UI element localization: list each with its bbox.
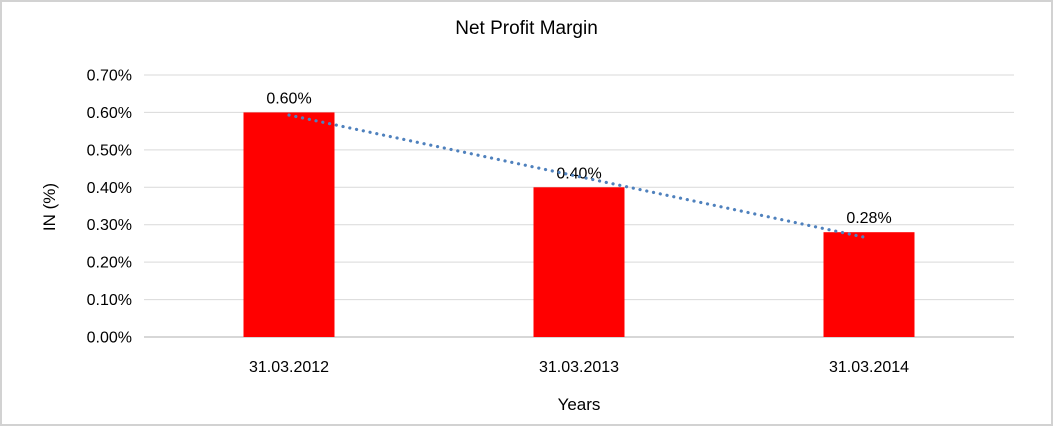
data-label: 0.40%	[556, 165, 601, 182]
y-tick-label: 0.10%	[87, 292, 132, 309]
y-tick-label: 0.30%	[87, 217, 132, 234]
bar[interactable]	[243, 112, 335, 337]
y-tick-label: 0.40%	[87, 180, 132, 197]
y-tick-label: 0.20%	[87, 255, 132, 272]
y-tick-label: 0.00%	[87, 330, 132, 347]
y-tick-label: 0.70%	[87, 68, 132, 85]
y-tick-label: 0.50%	[87, 142, 132, 159]
y-tick-label: 0.60%	[87, 105, 132, 122]
x-axis-title: Years	[557, 395, 601, 414]
data-label: 0.60%	[266, 90, 311, 107]
data-label: 0.28%	[846, 210, 891, 227]
bar[interactable]	[823, 232, 915, 337]
bar[interactable]	[533, 187, 625, 337]
x-category-label: 31.03.2013	[539, 359, 619, 376]
chart-title[interactable]: Net Profit Margin	[455, 18, 598, 39]
trendline[interactable]	[287, 113, 871, 240]
x-category-label: 31.03.2012	[249, 359, 329, 376]
x-category-label: 31.03.2014	[829, 359, 909, 376]
